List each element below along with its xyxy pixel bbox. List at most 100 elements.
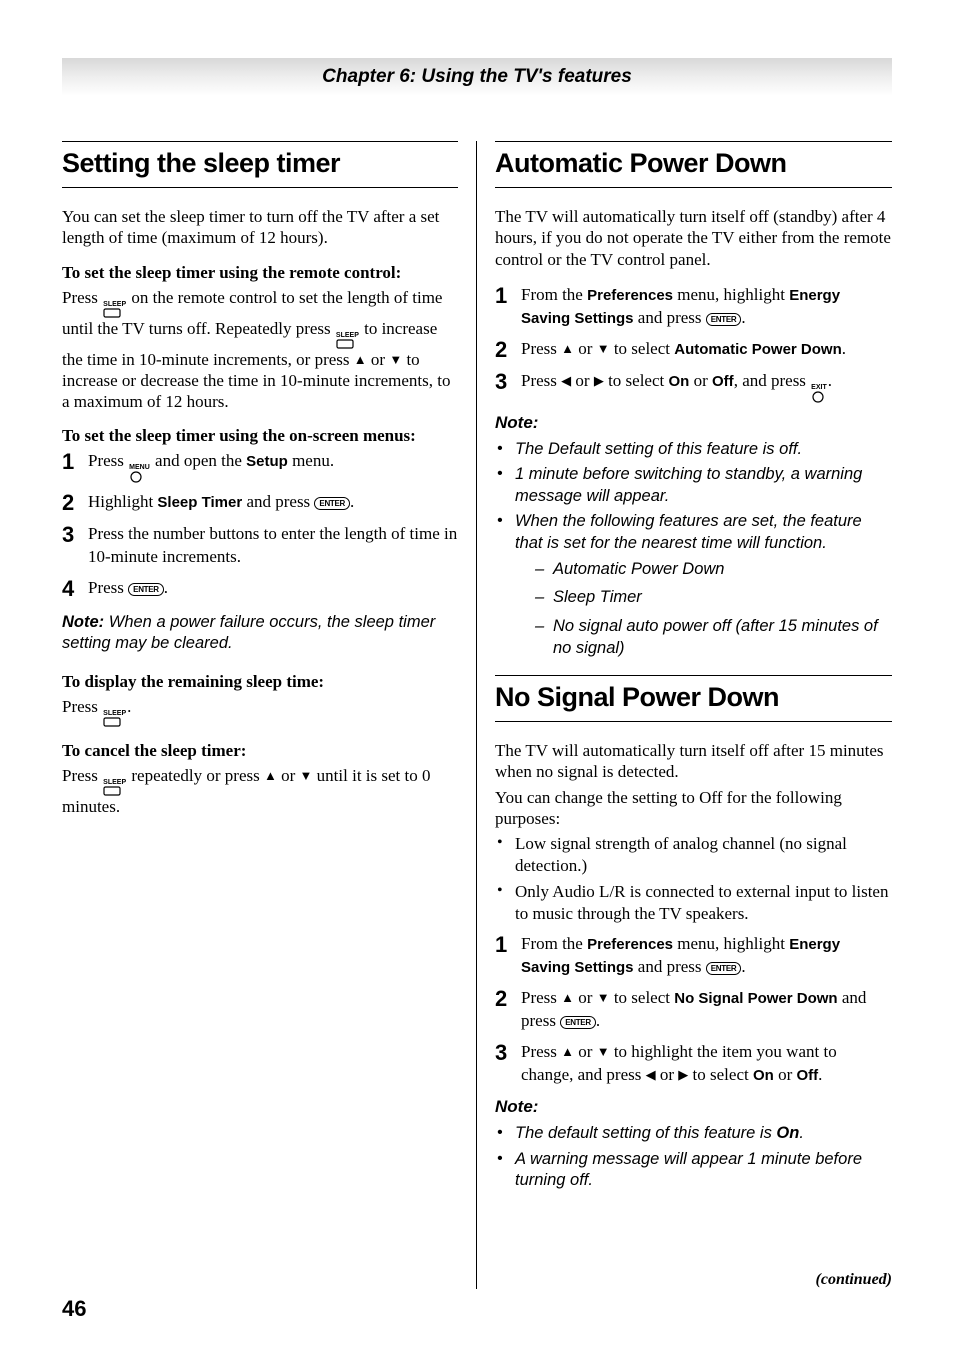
dash-text: Sleep Timer bbox=[553, 586, 642, 608]
text-fragment: menu, highlight bbox=[673, 285, 789, 304]
text-fragment: Press bbox=[521, 371, 561, 390]
down-arrow-icon: ▼ bbox=[389, 352, 402, 367]
left-arrow-icon: ◀ bbox=[646, 1067, 656, 1082]
text-fragment: or bbox=[574, 1042, 597, 1061]
section-heading-auto-power-down: Automatic Power Down bbox=[495, 141, 892, 188]
text-fragment: From the bbox=[521, 285, 587, 304]
note-paragraph: Note: When a power failure occurs, the s… bbox=[62, 612, 458, 655]
sleep-button-icon: SLEEP bbox=[103, 710, 126, 727]
step-3: 3 Press the number buttons to enter the … bbox=[62, 523, 458, 569]
on-label: On bbox=[669, 373, 690, 390]
left-column: Setting the sleep timer You can set the … bbox=[62, 141, 477, 1289]
step-number: 2 bbox=[62, 491, 88, 515]
enter-button-icon: ENTER bbox=[706, 313, 742, 326]
text-fragment: to select bbox=[688, 1065, 753, 1084]
step-2: 2 Highlight Sleep Timer and press ENTER. bbox=[62, 491, 458, 515]
text-fragment: Press bbox=[88, 578, 128, 597]
step-number: 2 bbox=[495, 338, 521, 362]
intro-paragraph: You can set the sleep timer to turn off … bbox=[62, 206, 458, 249]
note-text: A warning message will appear 1 minute b… bbox=[515, 1149, 892, 1192]
text-fragment: Press bbox=[521, 988, 561, 1007]
apd-label: Automatic Power Down bbox=[674, 341, 842, 358]
step-number: 1 bbox=[62, 450, 88, 483]
continued-label: (continued) bbox=[495, 1271, 892, 1289]
up-arrow-icon: ▲ bbox=[354, 352, 367, 367]
enter-button-icon: ENTER bbox=[706, 962, 742, 975]
sleep-button-icon: SLEEP bbox=[336, 332, 359, 349]
left-arrow-icon: ◀ bbox=[561, 373, 571, 388]
off-label: Off bbox=[712, 373, 734, 390]
note-text: When the following features are set, the… bbox=[515, 511, 892, 665]
apd-step-3: 3 Press ◀ or ▶ to select On or Off, and … bbox=[495, 370, 892, 403]
text-fragment: repeatedly or press bbox=[127, 766, 264, 785]
step-body: Press ◀ or ▶ to select On or Off, and pr… bbox=[521, 370, 892, 403]
note-text: The Default setting of this feature is o… bbox=[515, 439, 802, 460]
text-fragment: Press bbox=[62, 697, 102, 716]
bullet-item: Only Audio L/R is connected to external … bbox=[497, 881, 892, 925]
enter-button-icon: ENTER bbox=[128, 583, 164, 596]
note-text: When a power failure occurs, the sleep t… bbox=[62, 613, 435, 652]
step-body: Press the number buttons to enter the le… bbox=[88, 523, 458, 569]
preferences-label: Preferences bbox=[587, 287, 673, 304]
apd-intro: The TV will automatically turn itself of… bbox=[495, 206, 892, 270]
step-number: 1 bbox=[495, 284, 521, 330]
nspd-intro-2: You can change the setting to Off for th… bbox=[495, 787, 892, 830]
bullet-text: Low signal strength of analog channel (n… bbox=[515, 833, 892, 877]
down-arrow-icon: ▼ bbox=[597, 1044, 610, 1059]
note-item: When the following features are set, the… bbox=[497, 511, 892, 665]
right-arrow-icon: ▶ bbox=[594, 373, 604, 388]
subheading-onscreen: To set the sleep timer using the on-scre… bbox=[62, 426, 458, 446]
off-label: Off bbox=[796, 1067, 818, 1084]
step-number: 3 bbox=[495, 1041, 521, 1087]
nspd-step-2: 2 Press ▲ or ▼ to select No Signal Power… bbox=[495, 987, 892, 1033]
text-fragment: When the following features are set, the… bbox=[515, 512, 862, 551]
text-fragment: menu, highlight bbox=[673, 934, 789, 953]
step-number: 3 bbox=[495, 370, 521, 403]
note-item: The Default setting of this feature is o… bbox=[497, 439, 892, 460]
enter-button-icon: ENTER bbox=[314, 497, 350, 510]
icon-label: EXIT bbox=[811, 384, 827, 391]
right-arrow-icon: ▶ bbox=[678, 1067, 688, 1082]
text-fragment: or bbox=[277, 766, 300, 785]
text-fragment: Press bbox=[62, 288, 102, 307]
text-fragment: Press bbox=[521, 1042, 561, 1061]
sleep-button-icon: SLEEP bbox=[103, 301, 126, 318]
subheading-display-time: To display the remaining sleep time: bbox=[62, 672, 458, 692]
step-number: 4 bbox=[62, 577, 88, 601]
step-body: From the Preferences menu, highlight Ene… bbox=[521, 284, 892, 330]
step-body: Press ▲ or ▼ to select No Signal Power D… bbox=[521, 987, 892, 1033]
text-fragment: and open the bbox=[151, 451, 246, 470]
icon-label: SLEEP bbox=[103, 710, 126, 717]
setup-label: Setup bbox=[246, 453, 288, 470]
preferences-label: Preferences bbox=[587, 936, 673, 953]
step-body: Press ▲ or ▼ to select Automatic Power D… bbox=[521, 338, 892, 362]
step-number: 3 bbox=[62, 523, 88, 569]
text-fragment: and press bbox=[242, 492, 314, 511]
step-body: Press ENTER. bbox=[88, 577, 458, 601]
step-1: 1 Press MENU and open the Setup menu. bbox=[62, 450, 458, 483]
apd-step-1: 1 From the Preferences menu, highlight E… bbox=[495, 284, 892, 330]
note-heading: Note: bbox=[495, 413, 892, 433]
note-heading: Note: bbox=[495, 1097, 892, 1117]
right-column: Automatic Power Down The TV will automat… bbox=[477, 141, 892, 1289]
note-label: Note: bbox=[62, 613, 104, 631]
down-arrow-icon: ▼ bbox=[300, 768, 313, 783]
dash-item: No signal auto power off (after 15 minut… bbox=[535, 615, 892, 660]
apd-step-2: 2 Press ▲ or ▼ to select Automatic Power… bbox=[495, 338, 892, 362]
step-body: From the Preferences menu, highlight Ene… bbox=[521, 933, 892, 979]
text-fragment: Press bbox=[521, 339, 561, 358]
nspd-note-list: The default setting of this feature is O… bbox=[497, 1123, 892, 1191]
bullet-text: Only Audio L/R is connected to external … bbox=[515, 881, 892, 925]
bullet-item: Low signal strength of analog channel (n… bbox=[497, 833, 892, 877]
text-fragment: Press bbox=[88, 451, 128, 470]
text-fragment: and press bbox=[634, 957, 706, 976]
sleep-button-icon: SLEEP bbox=[103, 779, 126, 796]
note-item: 1 minute before switching to standby, a … bbox=[497, 464, 892, 507]
text-fragment: menu. bbox=[288, 451, 334, 470]
text-fragment: or bbox=[574, 988, 597, 1007]
text-fragment: The default setting of this feature is bbox=[515, 1124, 776, 1142]
exit-button-icon: EXIT bbox=[811, 384, 827, 403]
text-fragment: or bbox=[571, 371, 594, 390]
down-arrow-icon: ▼ bbox=[597, 341, 610, 356]
display-time-instruction: Press SLEEP. bbox=[62, 696, 458, 727]
